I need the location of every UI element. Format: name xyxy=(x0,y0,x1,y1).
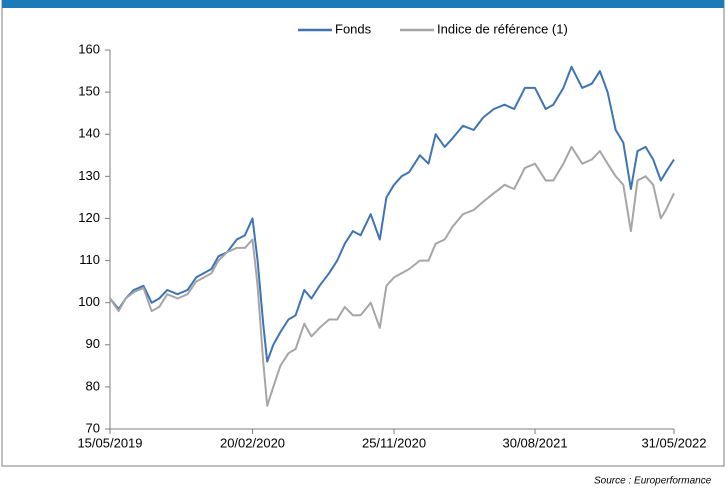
y-tick-label: 150 xyxy=(78,84,100,99)
series-line xyxy=(109,145,675,407)
x-tick-label: 30/08/2021 xyxy=(502,435,567,450)
y-tick-label: 130 xyxy=(78,168,100,183)
series-line xyxy=(109,65,675,363)
x-tick-label: 15/05/2019 xyxy=(77,435,142,450)
legend-label: Indice de référence (1) xyxy=(437,21,568,36)
y-tick-label: 160 xyxy=(78,41,100,56)
y-tick-label: 80 xyxy=(86,378,100,393)
source-note: Source : Europerformance xyxy=(594,476,712,487)
frame xyxy=(1,0,725,467)
y-tick-label: 70 xyxy=(86,420,100,435)
x-tick-label: 31/05/2022 xyxy=(641,435,706,450)
y-tick-label: 110 xyxy=(79,252,100,267)
title-banner xyxy=(2,0,724,8)
x-tick-label: 25/11/2020 xyxy=(362,435,426,450)
y-tick-label: 100 xyxy=(78,294,100,309)
y-tick-label: 90 xyxy=(86,336,100,351)
x-tick-label: 20/02/2020 xyxy=(220,435,285,450)
y-tick-label: 140 xyxy=(78,126,100,141)
legend-label: Fonds xyxy=(335,21,372,36)
y-tick-label: 120 xyxy=(78,210,100,225)
